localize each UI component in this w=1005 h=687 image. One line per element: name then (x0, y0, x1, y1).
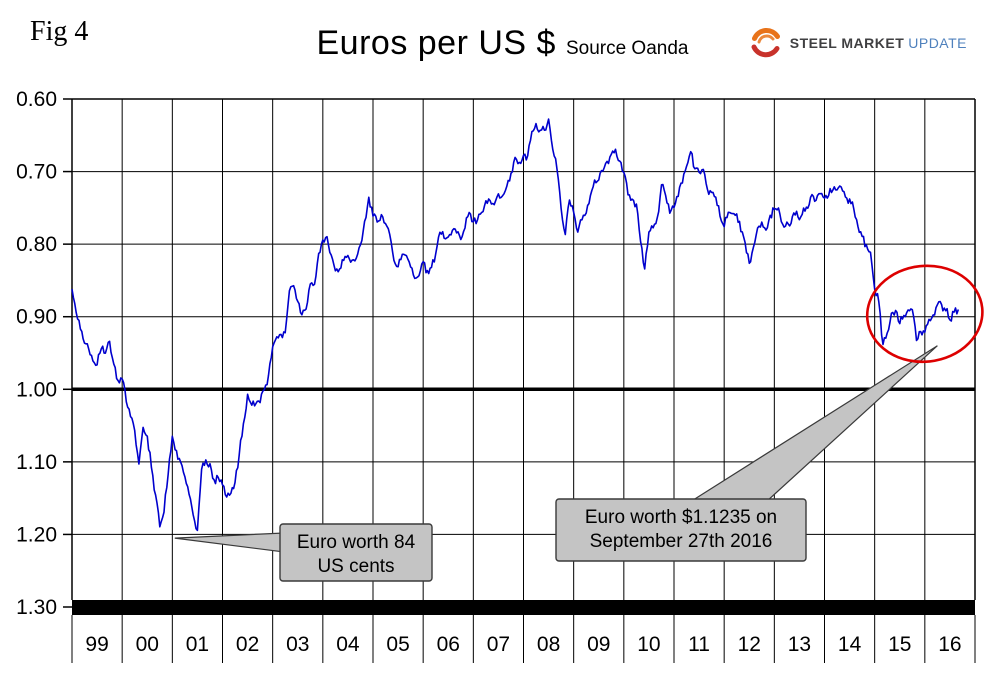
callout-text-line: Euro worth $1.1235 on (585, 507, 777, 528)
x-tick-label: 15 (888, 633, 911, 656)
callout-box (279, 523, 433, 582)
x-tick-label: 09 (587, 633, 610, 656)
y-tick-label: 0.80 (16, 233, 57, 256)
y-tick-label: 0.60 (16, 88, 57, 111)
x-tick-label: 04 (336, 633, 360, 656)
y-tick-label: 1.10 (16, 451, 57, 474)
x-axis-bar (72, 600, 975, 615)
exchange-rate-line (71, 118, 960, 532)
figure-label: Fig 4 (30, 16, 89, 47)
x-tick-label: 14 (838, 633, 862, 656)
x-tick-label: 13 (788, 633, 811, 656)
y-tick-label: 1.00 (16, 378, 57, 401)
steel-market-update-logo: STEEL MARKET UPDATE (749, 26, 967, 60)
logo-swirl-icon (751, 28, 780, 58)
x-tick-label: 07 (487, 633, 510, 656)
x-tick-label: 03 (286, 633, 309, 656)
x-tick-label: 00 (136, 633, 159, 656)
x-tick-label: 01 (186, 633, 209, 656)
annotation-euro-low-2001: Euro worth 84 US cents (174, 523, 433, 582)
logo-word-update: UPDATE (908, 35, 967, 51)
y-tick-label: 1.20 (16, 523, 57, 546)
y-tick-label: 0.90 (16, 306, 57, 329)
x-tick-label: 08 (537, 633, 560, 656)
x-tick-label: 11 (688, 633, 710, 656)
x-tick-label: 12 (738, 633, 761, 656)
callout-box (555, 498, 807, 562)
annotation-euro-sep-2016: Euro worth $1.1235 on September 27th 2016 (555, 345, 938, 562)
callout-text-line: US cents (317, 556, 394, 577)
x-tick-label: 06 (437, 633, 460, 656)
y-tick-label: 0.70 (16, 161, 57, 184)
logo-text: STEEL MARKET UPDATE (790, 35, 967, 51)
y-tick-label: 1.30 (16, 596, 57, 619)
x-tick-label: 16 (938, 633, 961, 656)
x-tick-label: 05 (386, 633, 409, 656)
x-tick-label: 99 (85, 633, 108, 656)
logo-word-market: MARKET (841, 35, 905, 51)
plot-area: 0.60 0.70 0.80 0.90 1.00 1.10 1.20 1.30 99 00 01 02… (16, 88, 984, 663)
x-tick-label: 10 (637, 633, 660, 656)
x-tick-label: 02 (236, 633, 259, 656)
callout-text-line: Euro worth 84 (297, 532, 416, 553)
logo-word-steel: STEEL (789, 35, 838, 51)
callout-pointer (687, 345, 938, 503)
callout-pointer (174, 532, 285, 553)
highlight-circle (865, 264, 984, 364)
callout-text-line: September 27th 2016 (590, 531, 773, 552)
